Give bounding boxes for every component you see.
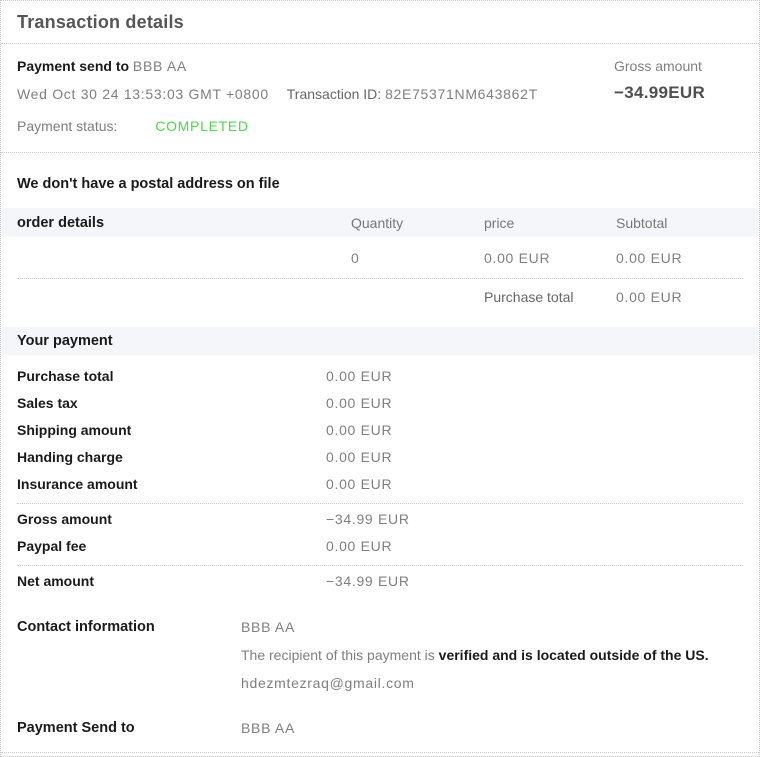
order-quantity-value: 0 [351,250,360,266]
column-header-price: price [484,214,515,231]
contact-name: BBB AA [241,619,296,635]
payment-send-to-bottom-value: BBB AA [241,720,296,736]
payment-row-sales-tax: Sales tax 0.00 EUR [1,395,759,412]
row-label: Shipping amount [17,422,132,438]
row-value: 0.00 EUR [326,476,393,492]
recipient-text: The recipient of this payment is [241,647,439,663]
payment-send-to-section: Payment Send to BBB AA [1,720,759,736]
page-header: Transaction details [1,1,759,44]
row-value: 0.00 EUR [326,449,393,465]
transaction-id-label: Transaction ID: [286,86,382,102]
row-value: 0.00 EUR [326,395,393,411]
order-table-row: 0 0.00 EUR 0.00 EUR [1,237,759,278]
payment-row-insurance-amount: Insurance amount 0.00 EUR [1,476,759,493]
gross-amount-value: −34.99EUR [614,83,706,102]
order-subtotal-value: 0.00 EUR [616,250,683,266]
order-details-header-row: order details Quantity price Subtotal [1,208,759,237]
dotted-divider [17,565,743,566]
row-label: Purchase total [17,368,114,384]
purchase-total-row: Purchase total 0.00 EUR [1,279,759,318]
order-price-value: 0.00 EUR [484,250,551,266]
recipient-verified-text: verified and is located outside of the U… [438,647,709,663]
your-payment-section-header: Your payment [1,327,759,355]
payment-send-to-bottom-label: Payment Send to [17,720,135,736]
row-value: 0.00 EUR [326,422,393,438]
row-value: 0.00 EUR [326,368,393,384]
payment-status-label: Payment status: [17,118,118,134]
row-label: Paypal fee [17,538,87,554]
row-value: −34.99 EUR [326,511,410,527]
transaction-date: Wed Oct 30 24 13:53:03 GMT +0800 [17,86,269,102]
contact-email: hdezmtezraq@gmail.com [241,675,415,691]
row-label: Sales tax [17,395,78,411]
payment-row-handing-charge: Handing charge 0.00 EUR [1,449,759,466]
purchase-total-value: 0.00 EUR [616,289,683,305]
row-value: −34.99 EUR [326,573,410,589]
dotted-divider [17,503,743,504]
payment-summary-section: Payment send to BBB AA Wed Oct 30 24 13:… [1,44,759,153]
payment-send-to-line: Payment send to BBB AA [17,58,614,74]
purchase-total-label: Purchase total [484,289,574,305]
your-payment-rows: Purchase total 0.00 EUR Sales tax 0.00 E… [1,368,759,590]
dotted-divider [17,278,743,279]
date-transaction-line: Wed Oct 30 24 13:53:03 GMT +0800 Transac… [17,86,614,102]
postal-address-notice: We don't have a postal address on file [17,176,280,192]
page-title: Transaction details [17,12,184,32]
row-label: Handing charge [17,449,123,465]
payment-row-gross-amount: Gross amount −34.99 EUR [1,511,759,528]
payment-status-line: Payment status: COMPLETED [17,118,614,134]
contact-information-details: BBB AA The recipient of this payment is … [241,619,759,703]
column-header-quantity: Quantity [351,214,404,231]
contact-information-label: Contact information [17,619,155,635]
payment-row-net-amount: Net amount −34.99 EUR [1,573,759,590]
payment-status-badge: COMPLETED [155,118,249,134]
recipient-verification-line: The recipient of this payment is verifie… [241,647,759,664]
row-label: Gross amount [17,511,112,527]
contact-information-section: Contact information BBB AA The recipient… [1,619,759,703]
order-details-title: order details [17,214,105,231]
summary-left: Payment send to BBB AA Wed Oct 30 24 13:… [17,58,614,152]
row-label: Net amount [17,573,94,589]
gross-amount-label: Gross amount [614,58,702,74]
payment-row-purchase-total: Purchase total 0.00 EUR [1,368,759,385]
your-payment-title: Your payment [17,333,113,349]
payment-row-shipping-amount: Shipping amount 0.00 EUR [1,422,759,439]
payment-row-paypal-fee: Paypal fee 0.00 EUR [1,538,759,555]
summary-right: Gross amount −34.99EUR [614,58,743,152]
note-from-section: Note from 402_3387235_1879525 [1,752,759,756]
column-header-subtotal: Subtotal [616,214,668,231]
payment-send-to-value: BBB AA [132,58,187,74]
row-label: Insurance amount [17,476,138,492]
payment-send-to-label: Payment send to [17,58,130,74]
row-value: 0.00 EUR [326,538,393,554]
transaction-id-value: 82E75371NM643862T [385,86,538,102]
